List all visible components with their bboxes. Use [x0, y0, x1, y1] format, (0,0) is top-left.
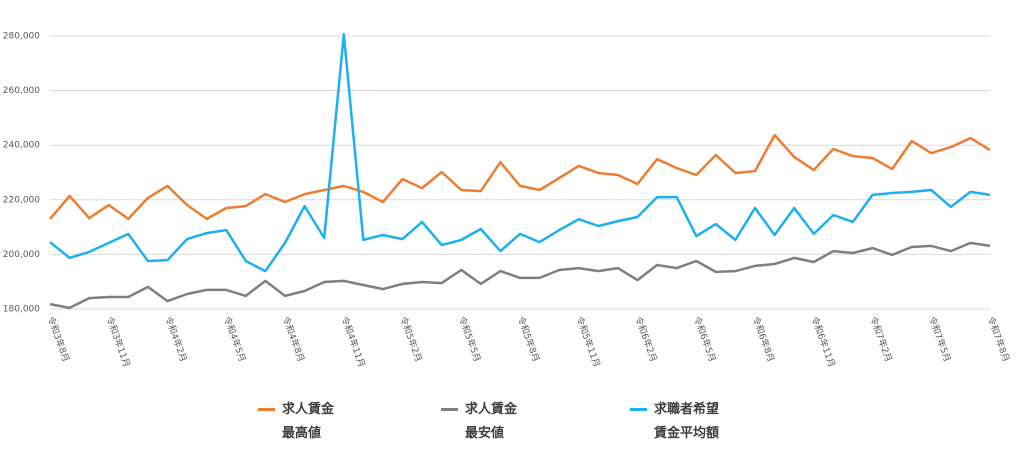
- chart: 180,000 200,000 220,000 240,000 260,000 280,0…: [3, 32, 1013, 369]
- x-tick-label: 令和4年5月: [221, 315, 249, 364]
- y-tick-label: 220,000: [3, 195, 40, 205]
- x-tick-label: 令和5年11月: [574, 315, 603, 369]
- legend-item: 求職者希望 賃金平均額: [630, 398, 719, 446]
- x-tick-label: 令和6年2月: [632, 315, 660, 364]
- legend-swatch: [441, 408, 458, 411]
- x-tick-label: 令和4年11月: [339, 315, 368, 369]
- x-tick-label: 令和3年11月: [104, 315, 133, 369]
- legend-swatch: [630, 408, 647, 411]
- x-tick-label: 令和4年2月: [162, 315, 190, 364]
- y-tick-label: 200,000: [3, 250, 40, 260]
- legend-label: 求人賃金 最高値: [282, 402, 335, 441]
- y-tick-label: 280,000: [3, 32, 40, 42]
- x-tick-label: 令和5年2月: [397, 315, 425, 364]
- x-tick-label: 令和6年5月: [691, 315, 719, 364]
- legend-label: 求職者希望 賃金平均額: [654, 402, 720, 441]
- x-tick-label: 令和4年8月: [280, 315, 308, 364]
- x-tick-label: 令和7年5月: [926, 315, 954, 364]
- legend-swatch: [258, 408, 275, 411]
- x-tick-label: 令和7年8月: [985, 315, 1013, 364]
- x-tick-label: 令和5年8月: [515, 315, 543, 364]
- x-tick-label: 令和7年2月: [867, 315, 895, 364]
- y-tick-label: 260,000: [3, 86, 40, 96]
- x-tick-label: 令和6年11月: [809, 315, 838, 369]
- x-tick-label: 令和5年5月: [456, 315, 484, 364]
- series-line: [49, 32, 991, 273]
- y-tick-label: 180,000: [3, 305, 40, 315]
- legend: 求人賃金 最高値 求人賃金 最安値 求職者希望 賃金平均額: [0, 398, 1024, 458]
- series-line: [49, 241, 991, 310]
- legend-label: 求人賃金 最安値: [465, 402, 518, 441]
- series-line: [49, 133, 991, 221]
- legend-item: 求人賃金 最高値: [258, 398, 334, 446]
- y-tick-label: 240,000: [3, 141, 40, 151]
- x-tick-label: 令和3年8月: [45, 315, 73, 364]
- x-tick-label: 令和6年8月: [750, 315, 778, 364]
- legend-item: 求人賃金 最安値: [441, 398, 517, 446]
